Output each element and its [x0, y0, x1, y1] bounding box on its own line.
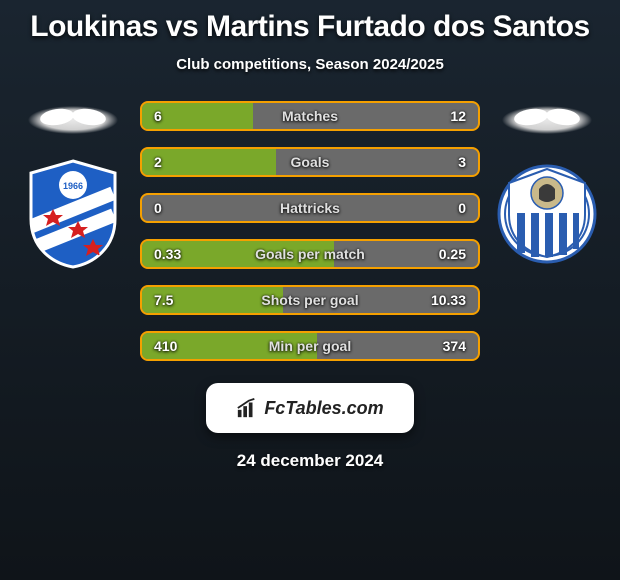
right-player-col — [492, 101, 602, 269]
stat-label: Matches — [212, 108, 408, 124]
stat-value-right: 374 — [408, 338, 478, 354]
stat-value-right: 12 — [408, 108, 478, 124]
svg-text:1966: 1966 — [63, 181, 83, 191]
stat-value-left: 410 — [142, 338, 212, 354]
subtitle: Club competitions, Season 2024/2025 — [176, 56, 444, 73]
stat-value-left: 7.5 — [142, 292, 212, 308]
stat-bar: 7.5Shots per goal10.33 — [140, 285, 480, 315]
stat-value-right: 0 — [408, 200, 478, 216]
left-player-col: 1966 — [18, 101, 128, 269]
right-team-crest — [497, 159, 597, 269]
stat-label: Goals — [212, 154, 408, 170]
chart-icon — [236, 397, 258, 419]
stat-label: Shots per goal — [212, 292, 408, 308]
page-title: Loukinas vs Martins Furtado dos Santos — [30, 10, 589, 44]
stat-bar: 0.33Goals per match0.25 — [140, 239, 480, 269]
stat-value-left: 0.33 — [142, 246, 212, 262]
main-row: 1966 6Matches122Goals30Hattricks00.33Goa… — [0, 101, 620, 361]
stat-value-left: 6 — [142, 108, 212, 124]
stats-column: 6Matches12 2Goals3 0Hattricks0 0.33Goals pe… — [140, 101, 480, 361]
brand-text: FcTables.com — [264, 398, 383, 419]
boots-icon — [502, 105, 592, 135]
stat-label: Hattricks — [212, 200, 408, 216]
stat-bar: 2Goals3 — [140, 147, 480, 177]
stat-label: Goals per match — [212, 246, 408, 262]
comparison-card: Loukinas vs Martins Furtado dos Santos C… — [0, 0, 620, 471]
boots-icon — [28, 105, 118, 135]
brand-badge: FcTables.com — [206, 383, 413, 433]
stat-bar: 410Min per goal374 — [140, 331, 480, 361]
stat-value-right: 10.33 — [408, 292, 478, 308]
footer-date: 24 december 2024 — [237, 451, 384, 471]
stat-bar: 6Matches12 — [140, 101, 480, 131]
stat-value-right: 3 — [408, 154, 478, 170]
stat-value-left: 2 — [142, 154, 212, 170]
stat-value-right: 0.25 — [408, 246, 478, 262]
left-team-crest: 1966 — [23, 159, 123, 269]
stat-bar: 0Hattricks0 — [140, 193, 480, 223]
stat-value-left: 0 — [142, 200, 212, 216]
stat-label: Min per goal — [212, 338, 408, 354]
